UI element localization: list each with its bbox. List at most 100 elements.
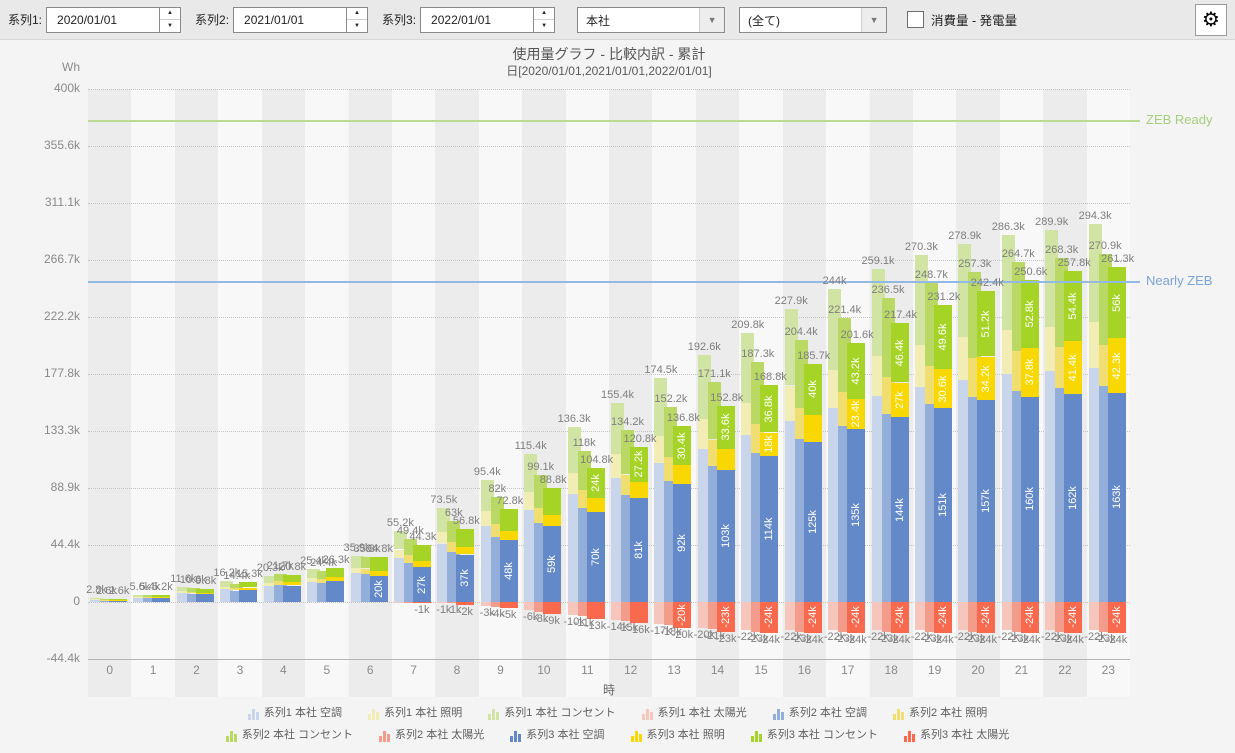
bar-s3-h13-green[interactable]: [673, 426, 692, 466]
bar-s1-h9-blue[interactable]: [480, 526, 494, 602]
step-down-icon[interactable]: ▼: [167, 22, 173, 29]
bar-s1-h6-yellow[interactable]: [350, 567, 364, 574]
bar-s2-h9-red[interactable]: [490, 602, 504, 608]
step-down-icon[interactable]: ▼: [354, 22, 360, 29]
bar-s2-h1-blue[interactable]: [143, 597, 157, 602]
bar-s2-h3-yellow[interactable]: [230, 588, 244, 591]
bar-s3-h2-blue[interactable]: [195, 594, 214, 602]
bar-s1-h15-red[interactable]: [741, 602, 755, 631]
bar-s2-h6-yellow[interactable]: [360, 568, 374, 574]
bar-s3-h8-blue[interactable]: [456, 554, 475, 602]
bar-s2-h4-yellow[interactable]: [273, 581, 287, 585]
bar-s3-h16-yellow[interactable]: [803, 415, 822, 442]
bar-s3-h15-green[interactable]: [760, 385, 779, 433]
bar-s1-h11-yellow[interactable]: [567, 472, 581, 494]
bar-s3-h21-green[interactable]: [1020, 280, 1039, 349]
bar-s3-h19-red[interactable]: [933, 602, 952, 633]
bar-s3-h6-yellow[interactable]: [369, 570, 388, 577]
bar-s1-h17-green[interactable]: [828, 288, 842, 371]
bar-s3-h18-green[interactable]: [890, 322, 909, 383]
bar-s3-h6-green[interactable]: [369, 557, 388, 571]
bar-s2-h3-blue[interactable]: [230, 590, 244, 602]
bar-s1-h2-green[interactable]: [176, 587, 190, 591]
bar-s3-h0-green[interactable]: [109, 598, 127, 600]
bar-s3-h20-yellow[interactable]: [977, 356, 996, 401]
bar-s3-h18-blue[interactable]: [890, 417, 909, 602]
legend-item[interactable]: 系列2 本社 太陽光: [379, 727, 484, 742]
bar-s1-h21-blue[interactable]: [1001, 374, 1015, 602]
bar-s1-h12-green[interactable]: [611, 402, 624, 455]
bar-s1-h19-green[interactable]: [914, 255, 928, 346]
bar-s1-h15-blue[interactable]: [741, 435, 755, 602]
bar-s3-h18-yellow[interactable]: [890, 382, 909, 418]
bar-s1-h20-yellow[interactable]: [958, 337, 972, 380]
bar-s1-h13-green[interactable]: [654, 378, 668, 437]
bar-s2-h7-red[interactable]: [403, 602, 417, 603]
bar-s3-h16-blue[interactable]: [803, 441, 822, 602]
bar-s3-h22-yellow[interactable]: [1064, 340, 1083, 394]
settings-button[interactable]: ⚙: [1195, 3, 1227, 36]
bar-s2-h1-yellow[interactable]: [143, 596, 157, 598]
bar-s1-h0-green[interactable]: [90, 598, 103, 600]
bar-s1-h18-yellow[interactable]: [871, 355, 885, 396]
bar-s3-h4-green[interactable]: [282, 575, 301, 583]
legend-item[interactable]: 系列2 本社 照明: [892, 705, 987, 720]
bar-s2-h0-green[interactable]: [100, 598, 113, 600]
bar-s1-h16-red[interactable]: [784, 602, 798, 631]
site-dropdown[interactable]: 本社 ▼: [577, 6, 726, 33]
bar-s1-h6-blue[interactable]: [350, 573, 364, 602]
bar-s2-h4-green[interactable]: [273, 574, 287, 582]
bar-s1-h8-yellow[interactable]: [437, 532, 451, 544]
bar-s1-h18-green[interactable]: [871, 269, 885, 356]
bar-s3-h19-yellow[interactable]: [933, 368, 952, 409]
chevron-down-icon[interactable]: ▼: [861, 7, 887, 32]
bar-s3-h16-red[interactable]: [803, 602, 822, 633]
bar-s1-h19-yellow[interactable]: [914, 345, 928, 387]
step-up-icon[interactable]: ▲: [160, 8, 181, 20]
bar-s3-h17-yellow[interactable]: [847, 398, 866, 429]
bar-s3-h11-yellow[interactable]: [586, 498, 605, 513]
bar-s1-h14-yellow[interactable]: [697, 419, 711, 449]
bar-s3-h12-green[interactable]: [630, 446, 648, 482]
bar-s3-h3-yellow[interactable]: [239, 587, 258, 590]
bar-s1-h10-blue[interactable]: [524, 510, 538, 602]
bar-s1-h13-blue[interactable]: [654, 463, 668, 602]
bar-s1-h7-green[interactable]: [393, 531, 407, 550]
bar-s2-h1-green[interactable]: [143, 595, 157, 597]
bar-s3-h12-blue[interactable]: [630, 498, 648, 602]
legend-item[interactable]: 系列3 本社 太陽光: [903, 727, 1009, 742]
bar-s1-h14-red[interactable]: [697, 602, 711, 628]
bar-s3-h23-green[interactable]: [1107, 266, 1126, 339]
bar-s3-h2-yellow[interactable]: [195, 592, 214, 595]
bar-s1-h16-green[interactable]: [784, 309, 798, 386]
bar-s2-h8-yellow[interactable]: [447, 542, 461, 552]
bar-s1-h23-green[interactable]: [1088, 224, 1102, 323]
bar-s3-h14-yellow[interactable]: [716, 449, 735, 470]
bar-s3-h23-yellow[interactable]: [1107, 338, 1126, 393]
bar-s1-h23-yellow[interactable]: [1088, 322, 1102, 368]
bar-s1-h12-blue[interactable]: [611, 478, 624, 602]
bar-s3-h10-yellow[interactable]: [543, 514, 562, 527]
bar-s3-h17-blue[interactable]: [847, 428, 866, 602]
bar-s1-h8-blue[interactable]: [437, 543, 451, 602]
legend-item[interactable]: 系列2 本社 コンセント: [225, 727, 353, 742]
bar-s3-h15-yellow[interactable]: [760, 432, 779, 456]
bar-s3-h15-blue[interactable]: [760, 455, 779, 602]
bar-s1-h22-green[interactable]: [1045, 229, 1059, 327]
bar-s3-h1-yellow[interactable]: [152, 597, 171, 598]
bar-s3-h12-red[interactable]: [630, 602, 648, 623]
series1-date-input[interactable]: [46, 6, 161, 33]
bar-s1-h11-green[interactable]: [567, 427, 581, 473]
bar-s3-h19-green[interactable]: [933, 305, 952, 369]
bar-s1-h15-green[interactable]: [741, 332, 755, 403]
bar-s3-h2-green[interactable]: [195, 589, 214, 593]
bar-s3-h20-green[interactable]: [977, 290, 996, 357]
bar-s1-h6-green[interactable]: [350, 555, 364, 568]
bar-s1-h19-red[interactable]: [914, 602, 928, 631]
bar-s1-h11-red[interactable]: [567, 602, 581, 615]
bar-s1-h19-blue[interactable]: [914, 386, 928, 602]
bar-s1-h21-red[interactable]: [1001, 602, 1015, 631]
bar-s1-h4-green[interactable]: [263, 575, 277, 583]
step-up-icon[interactable]: ▲: [347, 8, 368, 20]
series2-date-input[interactable]: [233, 6, 348, 33]
